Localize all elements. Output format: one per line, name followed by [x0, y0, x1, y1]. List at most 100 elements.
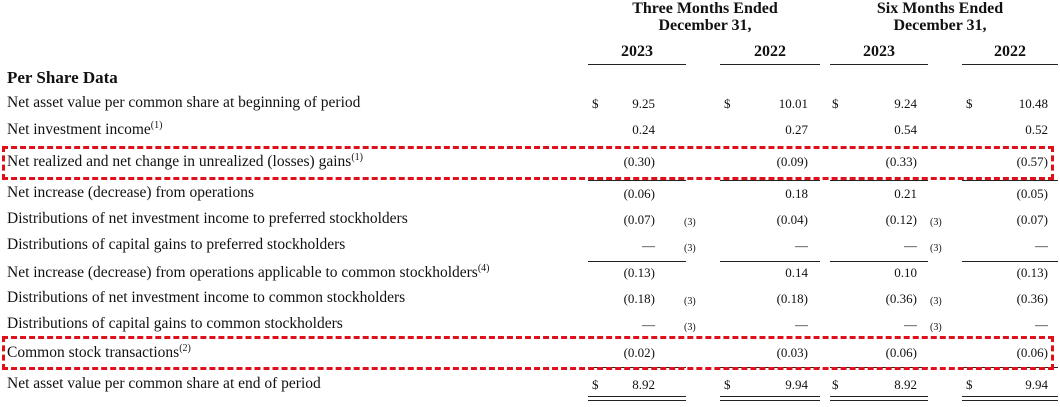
value-footnote: (3): [930, 322, 942, 333]
subtotal-rule: [962, 367, 1058, 368]
table-row: Distributions of net investment income t…: [0, 286, 1060, 312]
header-underline: [830, 64, 928, 65]
currency-symbol: $: [724, 96, 731, 111]
row-label: Net realized and net change in unrealize…: [7, 152, 363, 171]
subtotal-rule: [588, 180, 686, 181]
value-cell: (0.02): [623, 345, 655, 360]
value-cell: (0.18): [623, 291, 655, 306]
table-row: Net investment income(1) 0.24 0.27 0.54 0.52: [0, 117, 1060, 143]
subtotal-rule: [720, 261, 820, 262]
value-footnote: (3): [930, 243, 942, 254]
currency-symbol: $: [966, 377, 973, 392]
row-label: Net asset value per common share at begi…: [7, 94, 360, 112]
value-cell: (0.07): [623, 212, 655, 227]
value-cell: —: [795, 317, 808, 332]
row-label-text: Net realized and net change in unrealize…: [7, 153, 352, 170]
value-cell: (0.36): [885, 291, 917, 306]
total-double-rule: [720, 396, 820, 401]
value-cell: 0.21: [894, 186, 917, 201]
value-cell: —: [795, 238, 808, 253]
row-label-text: Distributions of capital gains to prefer…: [7, 236, 346, 253]
row-label: Net increase (decrease) from operations …: [7, 263, 490, 282]
row-label-text: Distributions of capital gains to common…: [7, 315, 343, 332]
value-cell: 9.25: [632, 96, 655, 111]
value-cell: (0.05): [1016, 186, 1048, 201]
row-label: Common stock transactions(2): [7, 343, 191, 362]
subtotal-rule: [830, 261, 928, 262]
value-cell: (0.09): [776, 154, 808, 169]
value-cell: 9.94: [785, 377, 808, 392]
row-label-text: Net increase (decrease) from operations …: [7, 264, 478, 281]
table-row: Distributions of net investment income t…: [0, 207, 1060, 233]
row-label-text: Net asset value per common share at begi…: [7, 94, 361, 111]
total-double-rule: [962, 396, 1058, 401]
row-label-text: Net asset value per common share at end …: [7, 375, 321, 392]
header-underline: [962, 64, 1058, 65]
value-cell: (0.13): [623, 265, 655, 280]
subtotal-rule: [830, 367, 928, 368]
table-row: Net increase (decrease) from operations …: [0, 260, 1060, 286]
row-label-text: Distributions of net investment income t…: [7, 289, 406, 306]
currency-symbol: $: [592, 377, 599, 392]
value-footnote: (3): [930, 296, 942, 307]
footnote-marker: (2): [179, 343, 191, 354]
row-label: Distributions of net investment income t…: [7, 289, 405, 307]
header-three-months-line2: December 31,: [658, 17, 752, 34]
currency-symbol: $: [832, 96, 839, 111]
currency-symbol: $: [832, 377, 839, 392]
table-row: Net increase (decrease) from operations (…: [0, 181, 1060, 207]
value-cell: (0.33): [885, 154, 917, 169]
value-cell: (0.07): [1016, 212, 1048, 227]
value-cell: 8.92: [894, 377, 917, 392]
value-cell: —: [904, 317, 917, 332]
value-footnote: (3): [684, 296, 696, 307]
header-six-months: Six Months Ended December 31,: [835, 0, 1045, 34]
value-cell: 0.10: [894, 265, 917, 280]
row-label: Net investment income(1): [7, 120, 162, 139]
value-cell: (0.06): [1016, 345, 1048, 360]
table-row: Distributions of capital gains to prefer…: [0, 233, 1060, 259]
value-cell: (0.36): [1016, 291, 1048, 306]
value-cell: 9.24: [894, 96, 917, 111]
footnote-marker: (1): [351, 152, 363, 163]
table-row: Net asset value per common share at begi…: [0, 91, 1060, 117]
table-row: Net realized and net change in unrealize…: [0, 149, 1060, 175]
subtotal-rule: [830, 180, 928, 181]
row-label-text: Net increase (decrease) from operations: [7, 184, 255, 201]
value-cell: (0.06): [885, 345, 917, 360]
subtotal-rule: [720, 367, 820, 368]
value-cell: 0.27: [785, 122, 808, 137]
value-cell: 10.48: [1018, 96, 1048, 111]
value-cell: 0.24: [632, 122, 655, 137]
value-cell: 10.01: [778, 96, 808, 111]
header-underline: [720, 64, 820, 65]
value-cell: 0.52: [1025, 122, 1048, 137]
subtotal-rule: [962, 180, 1058, 181]
row-label: Distributions of capital gains to prefer…: [7, 236, 345, 254]
row-label-text: Distributions of net investment income t…: [7, 210, 408, 227]
value-cell: (0.18): [776, 291, 808, 306]
currency-symbol: $: [966, 96, 973, 111]
value-footnote: (3): [930, 217, 942, 228]
year-header: 2023: [863, 43, 895, 60]
value-cell: 0.14: [785, 265, 808, 280]
value-footnote: (3): [684, 243, 696, 254]
year-header: 2022: [754, 43, 786, 60]
value-cell: (0.12): [885, 212, 917, 227]
header-six-months-line2: December 31,: [893, 17, 987, 34]
value-cell: —: [1035, 238, 1048, 253]
value-cell: —: [642, 238, 655, 253]
value-footnote: (3): [684, 217, 696, 228]
table-row: Distributions of capital gains to common…: [0, 312, 1060, 338]
row-label: Net increase (decrease) from operations: [7, 184, 254, 202]
footnote-marker: (1): [150, 120, 163, 131]
subtotal-rule: [588, 367, 686, 368]
subtotal-rule: [720, 180, 820, 181]
value-cell: (0.06): [623, 186, 655, 201]
value-footnote: (3): [684, 322, 696, 333]
value-cell: —: [904, 238, 917, 253]
footnote-marker: (4): [477, 263, 490, 274]
value-cell: 8.92: [632, 377, 655, 392]
value-cell: 9.94: [1025, 377, 1048, 392]
subtotal-rule: [588, 261, 686, 262]
